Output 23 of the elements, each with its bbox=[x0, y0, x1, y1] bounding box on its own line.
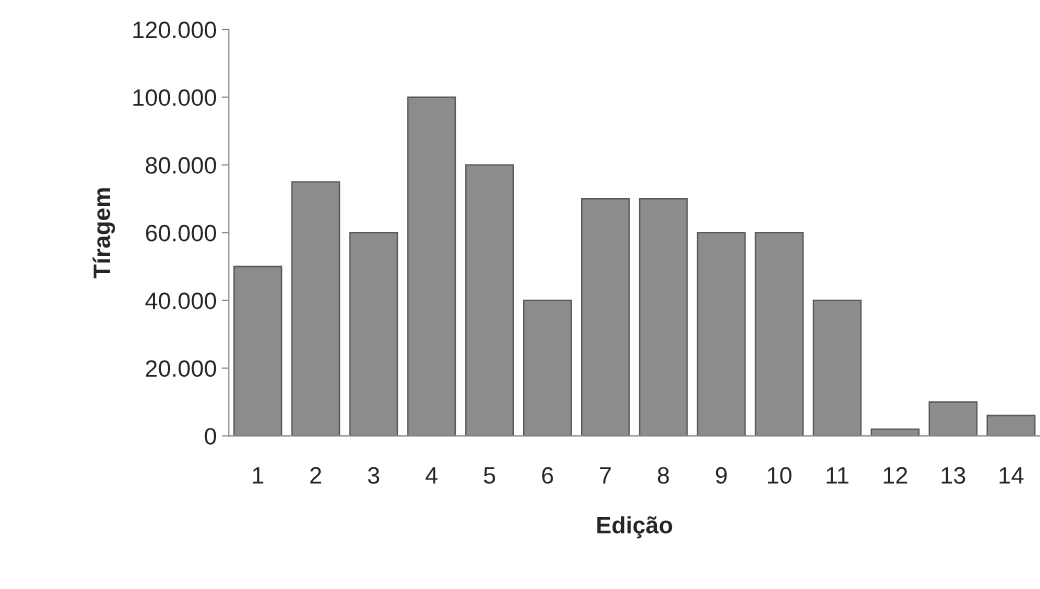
y-tick-label: 40.000 bbox=[145, 292, 217, 310]
x-tick-label: 10 bbox=[767, 467, 792, 484]
x-tick-label: 1 bbox=[253, 467, 264, 484]
x-tick-label: 5 bbox=[483, 467, 496, 484]
x-tick-label: 12 bbox=[883, 467, 908, 484]
x-tick-label: 4 bbox=[425, 467, 438, 484]
x-tick-label: 7 bbox=[600, 467, 611, 484]
x-tick-label: 6 bbox=[542, 467, 554, 484]
y-tick-label: 80.000 bbox=[145, 156, 217, 174]
x-tick-label: 13 bbox=[941, 467, 966, 484]
x-tick-label: 11 bbox=[826, 467, 849, 484]
x-tick-label: 9 bbox=[715, 467, 727, 484]
x-tick-label: 14 bbox=[999, 467, 1024, 484]
x-tick-label: 2 bbox=[310, 467, 322, 484]
y-tick-label: 100.000 bbox=[133, 89, 217, 106]
y-tick-label: 0 bbox=[204, 427, 217, 445]
x-axis-title: Edição bbox=[597, 516, 673, 539]
y-tick-label: 120.000 bbox=[133, 21, 217, 39]
y-tick-label: 60.000 bbox=[145, 224, 217, 242]
y-axis-title: Tíragem bbox=[92, 188, 115, 279]
x-tick-label: 8 bbox=[657, 467, 669, 484]
y-tick-label: 20.000 bbox=[145, 360, 217, 377]
x-tick-label: 3 bbox=[367, 467, 380, 484]
